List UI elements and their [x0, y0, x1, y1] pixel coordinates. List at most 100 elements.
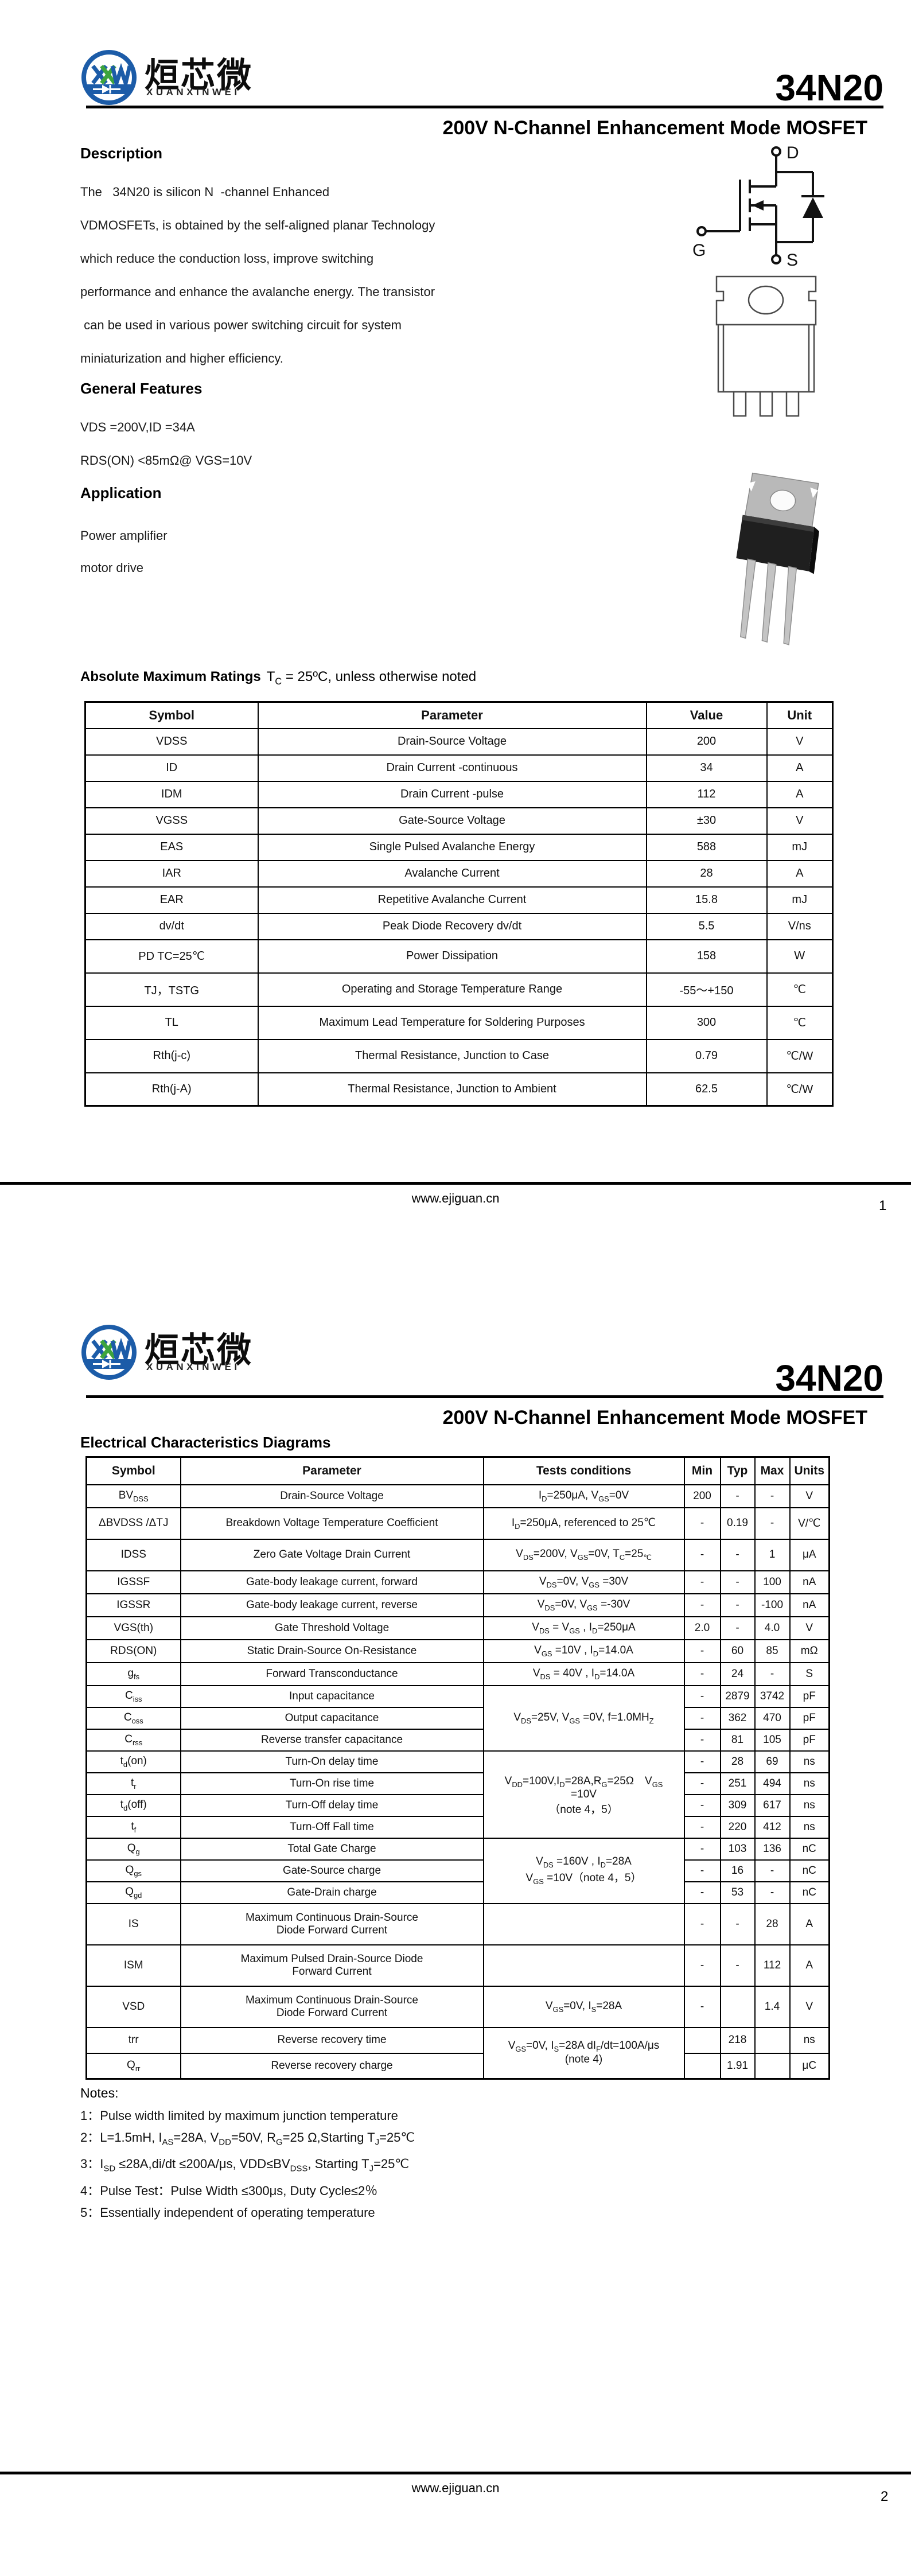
elec-units: A [789, 1902, 830, 1945]
body-diode-icon [803, 197, 823, 218]
elec-row: gfs Forward Transconductance VDS = 40V , I… [85, 1661, 830, 1686]
elec-min: - [683, 1985, 721, 2028]
elec-symbol: IGSSF [85, 1570, 181, 1594]
elec-conditions: VGS=0V, IS=28A dIF/dt=100A/μs (note 4) [482, 2026, 685, 2080]
elec-parameter: Drain-Source Voltage [180, 1484, 484, 1508]
abs-value: 112 [645, 780, 768, 808]
elec-units: nC [789, 1859, 830, 1882]
doc-subtitle: 200V N-Channel Enhancement Mode MOSFET [442, 117, 867, 139]
column-header-value: Value [645, 701, 768, 729]
elec-row: Qrr Reverse recovery charge 1.91 μC [85, 2052, 830, 2080]
part-number: 34N20 [775, 67, 883, 108]
note-item: 3：ISD ≤28A,di/dt ≤200A/μs, VDD≤BVDSS, St… [80, 2157, 410, 2174]
elec-row: IGSSR Gate-body leakage current, reverse V… [85, 1593, 830, 1617]
elec-typ: 60 [719, 1639, 756, 1663]
elec-row: Qg Total Gate Charge VDS =160V , ID=28A VGS… [85, 1837, 830, 1904]
page-2: 烜芯微 XUANXINWEI 34N20 200V N-Channel Enha… [0, 1288, 911, 2576]
elec-units: S [789, 1661, 830, 1686]
elec-conditions: VDS=25V, VGS =0V, f=1.0MHZ [482, 1684, 685, 1752]
elec-typ: 251 [719, 1772, 756, 1795]
elec-units: ns [789, 1750, 830, 1773]
abs-max-row: VGSS Gate-Source Voltage ±30 V [84, 807, 834, 835]
abs-unit: A [766, 780, 834, 808]
elec-min: - [683, 1902, 721, 1945]
elec-parameter: Zero Gate Voltage Drain Current [180, 1538, 484, 1571]
elec-units: ns [789, 2026, 830, 2054]
elec-conditions [482, 1944, 685, 1987]
elec-max [754, 2052, 791, 2080]
elec-max: 1.4 [754, 1985, 791, 2028]
elec-units: ns [789, 1772, 830, 1795]
doc-subtitle: 200V N-Channel Enhancement Mode MOSFET [442, 1407, 867, 1429]
abs-symbol: IDM [84, 780, 259, 808]
abs-value: 300 [645, 1005, 768, 1040]
header-rule [86, 1395, 883, 1398]
abs-max-row: VDSS Drain-Source Voltage 200 V [84, 727, 834, 756]
abs-max-header-row: Symbol Parameter Value Unit [84, 701, 834, 729]
abs-symbol: EAS [84, 833, 259, 861]
elec-typ: 362 [719, 1706, 756, 1730]
elec-max: 4.0 [754, 1616, 791, 1640]
elec-units: pF [789, 1728, 830, 1752]
elec-parameter: Input capacitance [180, 1684, 484, 1708]
elec-units: nA [789, 1593, 830, 1617]
abs-value: 200 [645, 727, 768, 756]
description-paragraph: The 34N20 is silicon N -channel Enhanced… [80, 176, 435, 375]
elec-min: - [683, 1859, 721, 1882]
abs-parameter: Avalanche Current [257, 859, 647, 888]
notes-list: 1：Pulse width limited by maximum junctio… [80, 2105, 415, 2224]
elec-symbol: tf [85, 1815, 181, 1839]
header-rule [86, 106, 883, 108]
elec-units: mΩ [789, 1639, 830, 1663]
abs-parameter: Gate-Source Voltage [257, 807, 647, 835]
elec-parameter: Output capacitance [180, 1706, 484, 1730]
elec-parameter: Total Gate Charge [180, 1837, 484, 1861]
elec-row: RDS(ON) Static Drain-Source On-Resistance… [85, 1639, 830, 1663]
elec-row: BVDSS Drain-Source Voltage ID=250μA, VGS=0… [85, 1484, 830, 1508]
elec-symbol: td(on) [85, 1750, 181, 1773]
mosfet-symbol-diagram: D G S [692, 143, 824, 270]
elec-units: ns [789, 1815, 830, 1839]
elec-typ: - [719, 1902, 756, 1945]
abs-symbol: VDSS [84, 727, 259, 756]
abs-max-heading-note: TC = 25ºC, unless otherwise noted [266, 669, 477, 687]
abs-symbol: Rth(j-A) [84, 1072, 259, 1107]
elec-symbol: Qrr [85, 2052, 181, 2080]
abs-max-row: Rth(j-c) Thermal Resistance, Junction to … [84, 1038, 834, 1073]
elec-max: 494 [754, 1772, 791, 1795]
elec-min: - [683, 1944, 721, 1987]
elec-max: - [754, 1661, 791, 1686]
elec-conditions: VDS = 40V , ID=14.0A [482, 1661, 685, 1686]
elec-parameter: Forward Transconductance [180, 1661, 484, 1686]
description-line: The 34N20 is silicon N -channel Enhanced [80, 185, 330, 199]
column-header-tests-conditions: Tests conditions [482, 1456, 685, 1485]
source-label: S [787, 251, 798, 270]
elec-conditions: VDS=0V, VGS =-30V [482, 1593, 685, 1617]
abs-unit: V [766, 807, 834, 835]
gate-label: G [692, 241, 706, 260]
application-heading: Application [80, 484, 162, 501]
elec-row: tr Turn-On rise time -251 494 ns [85, 1772, 830, 1795]
abs-parameter: Drain Current -continuous [257, 754, 647, 782]
elec-conditions: VDS =160V , ID=28A VGS =10V（note 4，5） [482, 1837, 685, 1904]
elec-max: 85 [754, 1639, 791, 1663]
abs-parameter: Power Dissipation [257, 939, 647, 974]
elec-row: td(off) Turn-Off delay time -309 617 ns [85, 1793, 830, 1817]
elec-typ: 218 [719, 2026, 756, 2054]
feature-item: VDS =200V,ID =34A [80, 420, 195, 434]
column-header-symbol: Symbol [85, 1456, 181, 1485]
abs-max-row: ID Drain Current -continuous 34 A [84, 754, 834, 782]
elec-min: - [683, 1684, 721, 1708]
abs-unit: mJ [766, 886, 834, 914]
elec-typ: - [719, 1616, 756, 1640]
elec-units: ns [789, 1793, 830, 1817]
elec-typ: 28 [719, 1750, 756, 1773]
abs-symbol: Rth(j-c) [84, 1038, 259, 1073]
elec-typ: 220 [719, 1815, 756, 1839]
elec-units: nA [789, 1570, 830, 1594]
abs-parameter: Peak Diode Recovery dv/dt [257, 912, 647, 940]
brand-logo: 烜芯微 XUANXINWEI [80, 49, 344, 112]
elec-min [683, 2026, 721, 2054]
elec-min: - [683, 1706, 721, 1730]
abs-max-heading: Absolute Maximum Ratings TC = 25ºC, unles… [80, 669, 476, 687]
